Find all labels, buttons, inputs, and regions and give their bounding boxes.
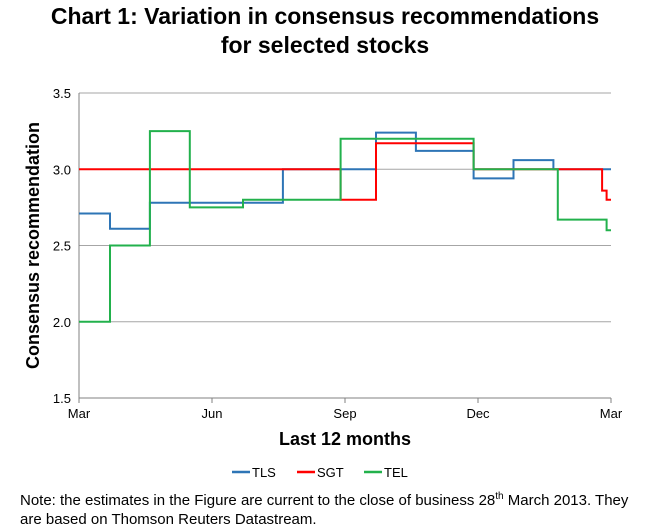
legend-label-sgt: SGT <box>317 465 344 480</box>
axis-labels: 1.5 2.0 2.5 3.0 3.5 Mar Jun Sep Dec Mar Last 12 mo… <box>23 86 623 449</box>
x-tick-label: Jun <box>202 406 223 421</box>
footnote-text-2: March 2013. They are based on Thomson Re… <box>20 492 629 528</box>
series-line-sgt <box>79 142 611 201</box>
chart-title: Chart 1: Variation in consensus recommen… <box>0 2 650 60</box>
y-tick-label: 3.0 <box>53 162 71 177</box>
footnote: Note: the estimates in the Figure are cu… <box>20 491 645 529</box>
y-tick-label: 1.5 <box>53 391 71 406</box>
x-tick-label: Mar <box>600 406 623 421</box>
series-lines <box>79 130 611 323</box>
footnote-text-1: Note: the estimates in the Figure are cu… <box>20 492 496 509</box>
y-tick-label: 2.5 <box>53 239 71 254</box>
axes <box>78 93 612 403</box>
x-tick-label: Mar <box>68 406 91 421</box>
series-line-tls <box>79 131 611 230</box>
chart-title-line-1: Chart 1: Variation in consensus recommen… <box>50 3 600 29</box>
x-axis-title: Last 12 months <box>279 429 411 449</box>
legend-label-tls: TLS <box>252 465 276 480</box>
gridlines <box>79 92 611 323</box>
series-line-tel <box>79 130 611 323</box>
legend: TLS SGT TEL <box>232 465 408 480</box>
footnote-superscript: th <box>495 491 504 502</box>
y-axis-title: Consensus recommendation <box>23 122 43 369</box>
chart-area: 1.5 2.0 2.5 3.0 3.5 Mar Jun Sep Dec Mar Last 12 mo… <box>23 86 623 480</box>
x-tick-label: Dec <box>466 406 490 421</box>
chart-title-line-2: for selected stocks <box>220 32 430 58</box>
x-tick-label: Sep <box>333 406 356 421</box>
y-tick-label: 3.5 <box>53 86 71 101</box>
legend-label-tel: TEL <box>384 465 408 480</box>
y-tick-label: 2.0 <box>53 315 71 330</box>
